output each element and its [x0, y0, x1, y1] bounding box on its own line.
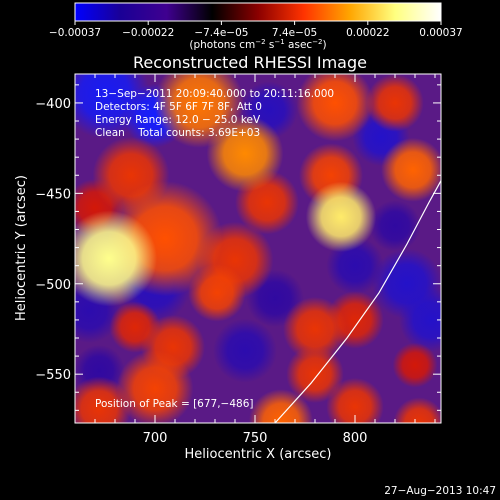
colorbar-tick-label: −7.4e−05 [194, 27, 248, 39]
negative-blob [213, 318, 277, 383]
emission-blob [116, 350, 194, 423]
emission-blob [296, 74, 374, 142]
colorbar-ticks: −0.00037 −0.00022 −7.4e−05 7.4e−05 0.00022 0.… [49, 21, 463, 39]
info-detectors: Detectors: 4F 5F 6F 7F 8F, Att 0 [95, 101, 262, 113]
emission-blob [283, 296, 347, 361]
chart-title: Reconstructed RHESSI Image [133, 53, 367, 72]
negative-blob [369, 200, 421, 252]
info-time-range: 13−Sep−2011 20:09:40.000 to 20:11:16.000 [95, 88, 334, 100]
x-axis-title: Heliocentric X (arcsec) [185, 447, 332, 462]
colorbar-tick-label: 7.4e−05 [272, 27, 317, 39]
solar-limb-curve [274, 180, 441, 423]
colorbar-tick-label: 0.00037 [419, 27, 462, 39]
footer-timestamp: 27−Aug−2013 10:47 [384, 485, 496, 497]
emission-blob [326, 377, 384, 423]
y-tick-label: −550 [35, 368, 71, 383]
y-tick-label: −450 [35, 187, 71, 202]
emission-blob [366, 74, 424, 132]
emission-blob [249, 389, 313, 423]
colorbar: −0.00037 −0.00022 −7.4e−05 7.4e−05 0.00022 0.… [49, 2, 463, 51]
colorbar-tick-label: 0.00022 [346, 27, 389, 39]
y-tick-label: −500 [35, 278, 71, 293]
info-annotations: 13−Sep−2011 20:09:40.000 to 20:11:16.000… [95, 88, 334, 410]
colorbar-unit-label: (photons cm−2 s−1 asec−2) [189, 38, 326, 51]
peak-position-label: Position of Peak = [677,−486] [95, 398, 254, 410]
emission-blob [392, 342, 438, 388]
emission-blob [305, 181, 377, 253]
colorbar-gradient [74, 2, 442, 22]
info-energy-range: Energy Range: 12.0 − 25.0 keV [95, 114, 261, 126]
info-counts: Clean Total counts: 3.69E+03 [95, 127, 260, 139]
y-axis-title: Heliocentric Y (arcsec) [14, 175, 29, 321]
emission-blob [206, 115, 284, 192]
x-tick-label: 800 [343, 431, 368, 446]
plot-frame [74, 73, 442, 424]
emission-blob [393, 397, 441, 423]
axis-ticks: 700 750 800 −400 −450 −500 −550 [35, 74, 441, 446]
emission-blob [75, 210, 157, 307]
x-tick-label: 750 [243, 431, 268, 446]
x-tick-label: 700 [143, 431, 168, 446]
negative-blob [75, 74, 150, 139]
intensity-image [75, 74, 441, 423]
negative-blob [399, 287, 441, 352]
colorbar-tick-label: −0.00022 [122, 27, 174, 39]
colorbar-tick-label: −0.00037 [49, 27, 101, 39]
plot-area: 700 750 800 −400 −450 −500 −550 [35, 73, 442, 446]
emission-blob [381, 137, 441, 202]
y-tick-label: −400 [35, 97, 71, 112]
